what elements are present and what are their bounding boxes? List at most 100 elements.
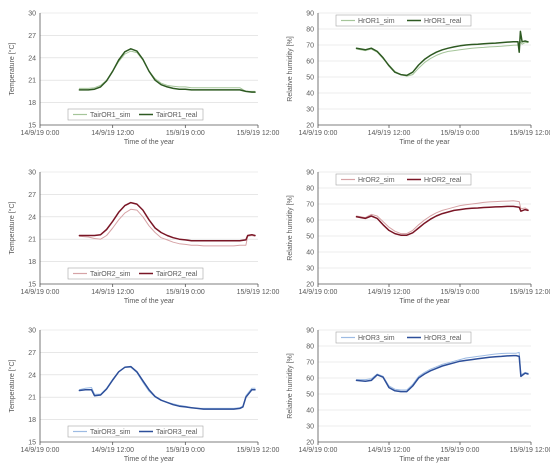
y-axis-title: Temperature [°C] [8, 42, 16, 95]
series-line-TairOR2_real [78, 201, 256, 242]
y-tick-label: 21 [28, 395, 36, 402]
y-tick-label: 50 [306, 392, 314, 399]
y-tick-label: 60 [306, 59, 314, 66]
y-axis-title: Temperature [°C] [8, 201, 16, 254]
y-tick-label: 30 [28, 170, 36, 177]
y-tick-label: 27 [28, 33, 36, 40]
x-tick-label: 15/9/19 0:00 [166, 447, 205, 454]
y-tick-label: 50 [306, 75, 314, 82]
x-tick-label: 15/9/19 0:00 [166, 289, 205, 296]
x-tick-label: 15/9/19 0:00 [166, 130, 205, 137]
x-tick-label: 15/9/19 12:00 [237, 447, 280, 454]
x-tick-label: 14/9/19 0:00 [21, 130, 60, 137]
x-tick-label: 14/9/19 12:00 [91, 289, 134, 296]
legend: TairOR1_sim TairOR1_real [67, 108, 204, 121]
legend-label: HrOR3_real [424, 335, 462, 342]
x-tick-label: 14/9/19 12:00 [91, 447, 134, 454]
y-tick-label: 21 [28, 237, 36, 244]
y-tick-label: 90 [306, 328, 314, 335]
y-axis-title: Temperature [°C] [8, 359, 16, 412]
x-tick-label: 15/9/19 12:00 [510, 447, 550, 454]
legend: HrOR3_sim HrOR3_real [335, 331, 472, 344]
y-tick-label: 20 [306, 440, 314, 447]
y-tick-label: 60 [306, 218, 314, 225]
y-tick-label: 30 [28, 11, 36, 18]
y-tick-label: 27 [28, 350, 36, 357]
y-axis-title: Relative humidity [%] [287, 195, 294, 260]
legend-label: HrOR2_sim [358, 177, 395, 184]
x-tick-label: 14/9/19 0:00 [21, 447, 60, 454]
legend-label: TairOR2_sim [90, 271, 131, 278]
y-tick-label: 90 [306, 170, 314, 177]
chart-panel-5: 15 18 21 24 27 30 14/9/19 0:00 14/9/19 12:00 15/… [8, 328, 280, 464]
legend: TairOR3_sim TairOR3_real [67, 425, 204, 438]
legend-label: HrOR1_real [424, 18, 462, 25]
series-line-HrOR1_sim [356, 41, 529, 77]
legend-label: TairOR1_real [156, 112, 198, 119]
y-tick-label: 18 [28, 417, 36, 424]
y-tick-label: 40 [306, 408, 314, 415]
x-tick-label: 15/9/19 0:00 [441, 447, 480, 454]
legend-label: HrOR1_sim [358, 18, 395, 25]
legend-box [67, 108, 204, 121]
x-axis-title: Time of the year [399, 456, 450, 463]
legend-box [335, 331, 472, 344]
legend-label: TairOR3_sim [90, 429, 131, 436]
y-tick-label: 80 [306, 186, 314, 193]
x-tick-label: 14/9/19 0:00 [299, 130, 338, 137]
y-tick-label: 30 [306, 107, 314, 114]
x-tick-label: 15/9/19 12:00 [510, 130, 550, 137]
legend: TairOR2_sim TairOR2_real [67, 267, 204, 280]
y-tick-label: 40 [306, 91, 314, 98]
x-tick-label: 14/9/19 0:00 [299, 447, 338, 454]
y-tick-label: 30 [306, 424, 314, 431]
y-tick-label: 24 [28, 55, 36, 62]
y-tick-label: 50 [306, 234, 314, 241]
x-tick-label: 14/9/19 0:00 [21, 289, 60, 296]
x-tick-label: 15/9/19 12:00 [237, 130, 280, 137]
chart-panel-6: 20 30 40 50 60 70 80 90 14/9/19 0:00 14/9/19 12:0… [287, 328, 550, 464]
y-tick-label: 24 [28, 214, 36, 221]
x-tick-label: 15/9/19 0:00 [441, 289, 480, 296]
chart-panel-3: 15 18 21 24 27 30 14/9/19 0:00 14/9/19 12:00 15/… [8, 170, 280, 306]
y-tick-label: 18 [28, 259, 36, 266]
x-tick-label: 14/9/19 12:00 [368, 289, 411, 296]
y-tick-label: 30 [306, 266, 314, 273]
y-tick-label: 70 [306, 360, 314, 367]
legend-box [67, 425, 204, 438]
x-axis-title: Time of the year [124, 298, 175, 305]
y-tick-label: 15 [28, 123, 36, 130]
x-tick-label: 14/9/19 12:00 [368, 130, 411, 137]
y-tick-label: 70 [306, 43, 314, 50]
series-line-HrOR2_real [355, 205, 529, 236]
y-tick-label: 80 [306, 27, 314, 34]
legend-label: TairOR3_real [156, 429, 198, 436]
x-tick-label: 15/9/19 12:00 [237, 289, 280, 296]
x-axis-title: Time of the year [124, 139, 175, 146]
y-tick-label: 15 [28, 282, 36, 289]
legend-box [335, 173, 472, 186]
y-tick-label: 18 [28, 100, 36, 107]
series-line-HrOR3_real [355, 354, 529, 393]
y-tick-label: 40 [306, 250, 314, 257]
y-tick-label: 30 [28, 328, 36, 335]
chart-panel-4: 20 30 40 50 60 70 80 90 14/9/19 0:00 14/9/19 12:0… [287, 170, 550, 306]
series-line-TairOR1_sim [78, 50, 256, 92]
x-tick-label: 14/9/19 12:00 [91, 130, 134, 137]
y-tick-label: 20 [306, 282, 314, 289]
chart-panel-1: 15 18 21 24 27 30 14/9/19 0:00 14/9/19 12:00 15/… [8, 11, 280, 147]
legend-label: TairOR1_sim [90, 112, 131, 119]
series-line-TairOR3_real [78, 365, 256, 410]
x-axis-title: Time of the year [124, 456, 175, 463]
y-axis-title: Relative humidity [%] [287, 353, 294, 418]
y-tick-label: 90 [306, 11, 314, 18]
y-tick-label: 15 [28, 440, 36, 447]
x-tick-label: 14/9/19 12:00 [368, 447, 411, 454]
series-line-HrOR1_real [355, 30, 529, 77]
legend: HrOR2_sim HrOR2_real [335, 173, 472, 186]
y-tick-label: 21 [28, 78, 36, 85]
legend-box [335, 14, 472, 27]
x-tick-label: 14/9/19 0:00 [299, 289, 338, 296]
x-axis-title: Time of the year [399, 298, 450, 305]
